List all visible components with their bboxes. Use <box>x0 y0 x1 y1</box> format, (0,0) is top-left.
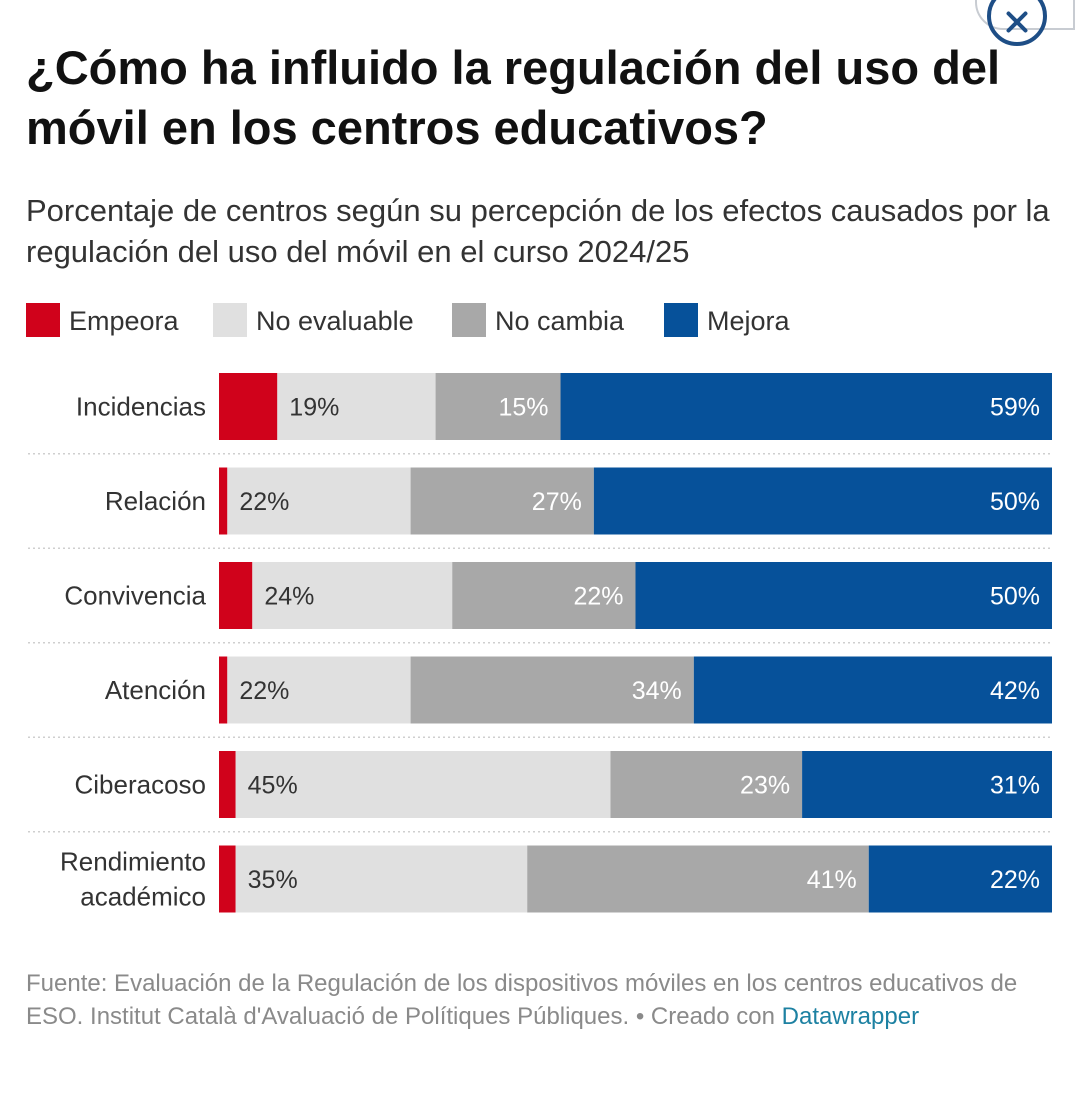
chart-subtitle: Porcentaje de centros según su percepció… <box>26 193 1050 269</box>
legend-swatch-mejora <box>664 303 698 337</box>
close-button[interactable] <box>975 0 1075 46</box>
value-label-ciberacoso-no-evaluable: 45% <box>248 772 298 800</box>
value-label-atencion-no-cambia: 34% <box>632 677 682 705</box>
category-label-rendimiento: Rendimiento <box>60 847 206 877</box>
category-label-convivencia: Convivencia <box>64 581 206 611</box>
value-label-rendimiento-academico-mejora: 22% <box>990 866 1040 894</box>
bar-atencion-no-cambia <box>410 656 694 724</box>
bar-ciberacoso-no-evaluable <box>235 751 611 818</box>
bar-incidencias-empeora <box>219 373 278 440</box>
bar-incidencias-no-evaluable <box>277 373 436 440</box>
bar-rendimiento-academico-mejora <box>868 845 1052 913</box>
source-note: Fuente: Evaluación de la Regulación de l… <box>26 967 1066 1033</box>
bar-ciberacoso-no-cambia <box>610 751 803 818</box>
value-label-ciberacoso-mejora: 31% <box>990 772 1040 800</box>
legend-swatch-empeora <box>26 303 60 337</box>
value-label-relacion-no-evaluable: 22% <box>239 488 289 516</box>
value-label-convivencia-mejora: 50% <box>990 583 1040 611</box>
stacked-bar-chart: Incidencias 19% 15% 59% Relación 22% 27% 50% Con… <box>28 373 1052 913</box>
value-label-atencion-mejora: 42% <box>990 677 1040 705</box>
bar-relacion-no-cambia <box>410 467 594 535</box>
value-label-rendimiento-academico-no-cambia: 41% <box>807 866 857 894</box>
legend-label-no-evaluable: No evaluable <box>256 306 414 336</box>
bar-atencion-no-evaluable <box>227 656 411 724</box>
bar-convivencia-mejora <box>635 562 1052 629</box>
bar-ciberacoso-mejora <box>802 751 1052 818</box>
value-label-incidencias-no-cambia: 15% <box>498 394 548 422</box>
bar-relacion-empeora <box>219 467 228 535</box>
category-label-relacion: Relación <box>105 486 206 516</box>
value-label-relacion-no-cambia: 27% <box>532 488 582 516</box>
datawrapper-link[interactable]: Datawrapper <box>781 1003 920 1030</box>
category-label-academico: académico <box>80 882 206 912</box>
chart-title: ¿Cómo ha influido la regulación del uso … <box>26 41 1001 154</box>
value-label-convivencia-no-cambia: 22% <box>573 583 623 611</box>
legend-label-mejora: Mejora <box>707 306 790 336</box>
bar-convivencia-no-evaluable <box>252 562 453 629</box>
bar-convivencia-no-cambia <box>452 562 636 629</box>
bar-rendimiento-academico-no-evaluable <box>235 845 528 913</box>
bar-relacion-mejora <box>593 467 1052 535</box>
bar-relacion-no-evaluable <box>227 467 411 535</box>
value-label-rendimiento-academico-no-evaluable: 35% <box>248 866 298 894</box>
bar-convivencia-empeora <box>219 562 253 629</box>
bar-rendimiento-academico-empeora <box>219 845 236 913</box>
legend-label-empeora: Empeora <box>69 306 179 336</box>
legend-label-no-cambia: No cambia <box>495 306 625 336</box>
value-label-convivencia-no-evaluable: 24% <box>264 583 314 611</box>
bar-rendimiento-academico-no-cambia <box>527 845 869 913</box>
bar-atencion-empeora <box>219 656 228 724</box>
bar-incidencias-mejora <box>560 373 1052 440</box>
legend-swatch-no-cambia <box>452 303 486 337</box>
value-label-atencion-no-evaluable: 22% <box>239 677 289 705</box>
value-label-relacion-mejora: 50% <box>990 488 1040 516</box>
bar-incidencias-no-cambia <box>435 373 561 440</box>
bar-atencion-mejora <box>693 656 1052 724</box>
category-label-incidencias: Incidencias <box>76 392 206 422</box>
source-text: Fuente: Evaluación de la Regulación de l… <box>26 970 1018 1030</box>
category-label-ciberacoso: Ciberacoso <box>74 770 206 800</box>
close-icon <box>987 0 1047 46</box>
bar-ciberacoso-empeora <box>219 751 236 818</box>
category-label-atencion: Atención <box>105 675 206 705</box>
legend-swatch-no-evaluable <box>213 303 247 337</box>
value-label-ciberacoso-no-cambia: 23% <box>740 772 790 800</box>
value-label-incidencias-mejora: 59% <box>990 394 1040 422</box>
value-label-incidencias-no-evaluable: 19% <box>289 394 339 422</box>
